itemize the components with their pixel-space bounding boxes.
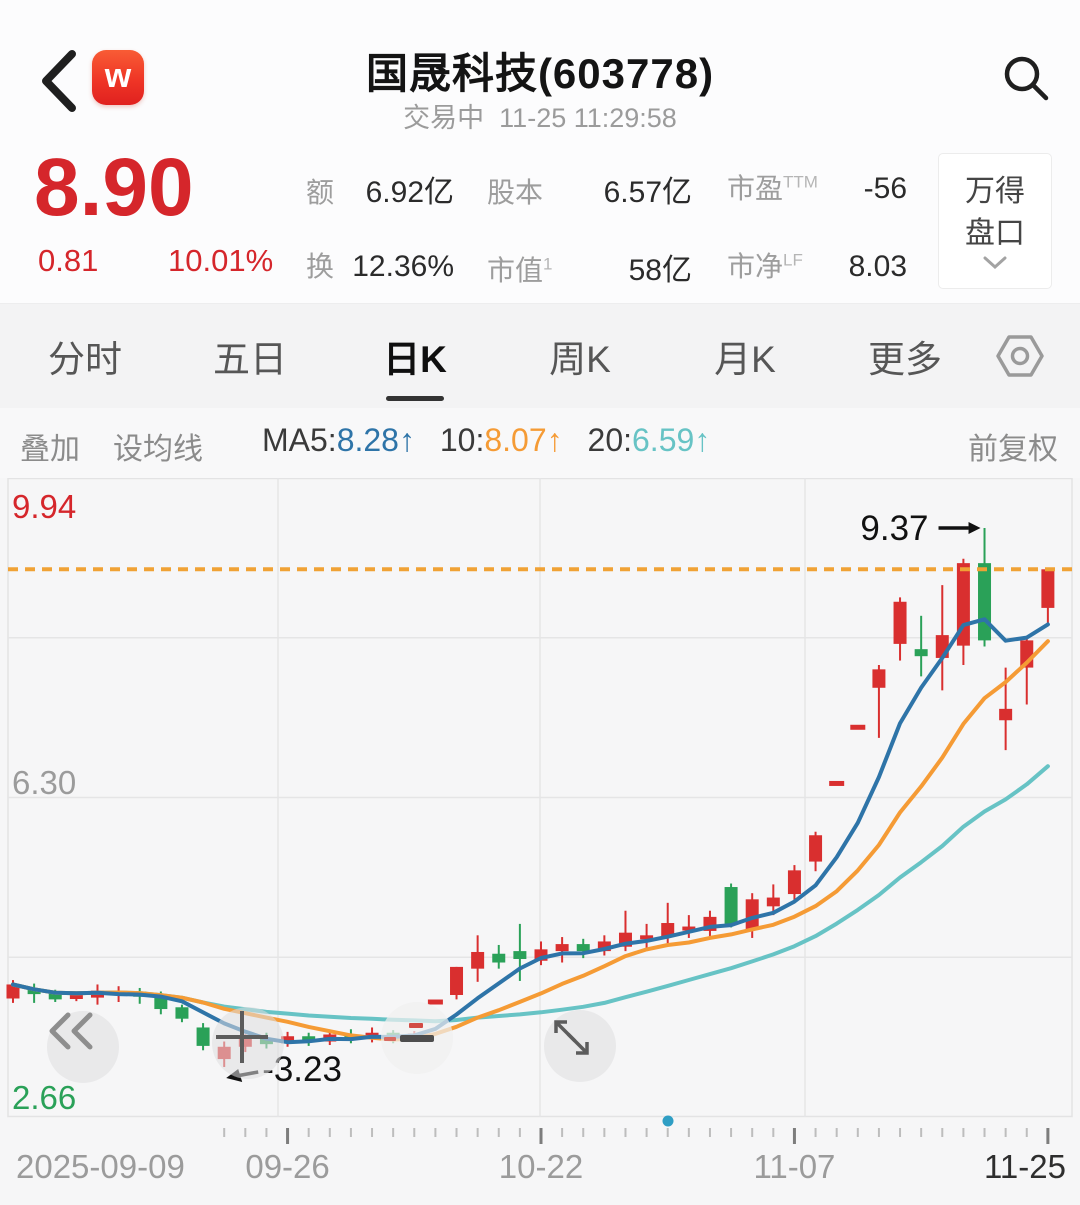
svg-text:10-22: 10-22 (499, 1148, 583, 1185)
ma10-value: 8.07↑ (484, 422, 563, 458)
period-tabbar: 分时 五日 日K 周K 月K 更多 (0, 303, 1080, 409)
ma-values: MA5:8.28↑ 10:8.07↑ 20:6.59↑ (262, 422, 711, 458)
kline-chart-area: 9.94 6.30 2.66 9.37 -3.23 2025-09-09 09-26 10-2… (0, 478, 1080, 1205)
svg-text:11-07: 11-07 (753, 1148, 835, 1185)
adjust-mode-button[interactable]: 前复权 (968, 433, 1058, 466)
tab-minute[interactable]: 分时 (48, 339, 122, 380)
pan-left-button[interactable] (47, 1011, 119, 1083)
status-text: 交易中 (403, 103, 485, 133)
stat-amount: 额 6.92亿 (306, 176, 454, 209)
tab-more[interactable]: 更多 (868, 339, 942, 380)
settings-icon[interactable] (994, 330, 1046, 382)
crosshair-icon (216, 1011, 268, 1063)
set-ma-button[interactable]: 设均线 (113, 433, 203, 466)
stat-pe-ttm: 市盈TTM -56 (727, 172, 907, 205)
svg-text:9.94: 9.94 (12, 488, 76, 525)
ma20-value: 6.59↑ (632, 422, 711, 458)
stat-pb-lf: 市净LF 8.03 (727, 250, 907, 283)
overlay-button[interactable]: 叠加 (20, 433, 80, 466)
header: w 国晟科技(603778) 交易中 11-25 11:29:58 (0, 0, 1080, 145)
mini-candle-icon (384, 1022, 434, 1042)
svg-text:2.66: 2.66 (12, 1079, 76, 1116)
quote-panel: 8.90 0.81 10.01% 额 6.92亿 股本 6.57亿 市盈TTM … (0, 145, 1080, 303)
wind-logo[interactable]: w (92, 50, 144, 105)
resize-arrows-icon (554, 1020, 589, 1055)
wind-order-book-button[interactable]: 万得 盘口 (938, 153, 1052, 289)
change-value: 0.81 (38, 243, 99, 278)
tab-monthly-k[interactable]: 月K (714, 339, 776, 380)
active-tab-underline (386, 396, 444, 401)
stat-market-cap: 市值1 58亿 (487, 254, 692, 287)
search-icon[interactable] (1000, 52, 1052, 104)
tab-weekly-k[interactable]: 周K (549, 339, 611, 380)
svg-text:6.30: 6.30 (12, 764, 76, 801)
ma5-value: 8.28↑ (336, 422, 415, 458)
svg-text:9.37: 9.37 (860, 509, 928, 548)
svg-text:2025-09-09: 2025-09-09 (16, 1148, 185, 1185)
zoom-handle-button[interactable] (381, 1002, 453, 1074)
chevron-down-icon (983, 256, 1007, 269)
double-chevron-left-icon (49, 1012, 93, 1050)
price-change: 0.81 10.01% (38, 243, 273, 279)
trading-status: 交易中 11-25 11:29:58 (0, 96, 1080, 135)
wind-logo-letter: w (104, 56, 132, 95)
page-title: 国晟科技(603778) (365, 50, 715, 97)
crosshair-button[interactable] (212, 1007, 284, 1079)
change-percent: 10.01% (168, 243, 274, 278)
quote-datetime: 11-25 11:29:58 (499, 103, 677, 133)
svg-text:11-25: 11-25 (984, 1148, 1066, 1185)
stat-turnover: 换 12.36% (306, 250, 454, 283)
last-price: 8.90 (34, 142, 194, 233)
back-icon[interactable] (36, 48, 82, 114)
expand-button[interactable] (544, 1010, 616, 1082)
stat-share-capital: 股本 6.57亿 (487, 176, 692, 209)
svg-text:09-26: 09-26 (245, 1148, 329, 1185)
tab-daily-k[interactable]: 日K (383, 339, 447, 380)
indicator-bar: 叠加 设均线 MA5:8.28↑ 10:8.07↑ 20:6.59↑ 前复权 (0, 408, 1080, 478)
tab-5day[interactable]: 五日 (213, 339, 287, 380)
